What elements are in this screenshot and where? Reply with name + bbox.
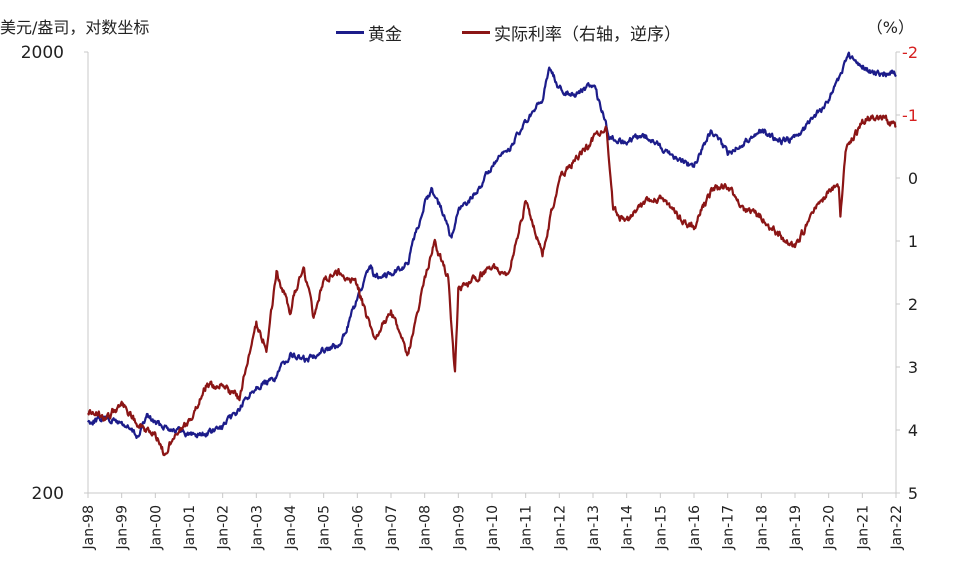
legend-label-gold: 黄金 [368, 25, 402, 45]
x-tick-label: Jan-17 [721, 505, 737, 550]
right-tick-label: 0 [908, 169, 918, 188]
x-tick-label: Jan-22 [889, 505, 905, 550]
x-tick-label: Jan-04 [283, 505, 299, 551]
x-tick-label: Jan-05 [317, 505, 333, 550]
right-tick-label: 5 [908, 484, 918, 503]
left-tick-label: 2000 [21, 43, 64, 63]
legend-swatch-real-rate [462, 31, 490, 34]
right-tick-label: -1 [902, 106, 918, 125]
x-tick-label: Jan-21 [855, 505, 871, 550]
x-tick-label: Jan-06 [350, 505, 366, 551]
x-tick-label: Jan-11 [519, 505, 535, 550]
x-tick-label: Jan-14 [620, 505, 636, 551]
x-tick-label: Jan-19 [788, 505, 804, 550]
x-tick-label: Jan-00 [148, 505, 164, 550]
legend-swatch-gold [336, 31, 364, 34]
x-tick-label: Jan-12 [552, 505, 568, 550]
right-tick-label: 4 [908, 421, 918, 440]
x-tick-label: Jan-20 [822, 505, 838, 550]
legend-label-real-rate: 实际利率（右轴，逆序） [494, 25, 681, 45]
x-tick-label: Jan-09 [451, 505, 467, 550]
x-tick-label: Jan-15 [653, 505, 669, 550]
x-tick-label: Jan-13 [586, 505, 602, 550]
right-tick-label: 3 [908, 358, 918, 377]
right-axis-unit: （%） [866, 18, 914, 37]
legend-item-real-rate: 实际利率（右轴，逆序） [462, 20, 681, 45]
x-tick-label: Jan-16 [687, 505, 703, 551]
gold-price-line [87, 51, 897, 439]
right-tick-label: -2 [902, 43, 918, 62]
right-tick-label: 2 [908, 295, 918, 314]
left-axis-title: 美元/盎司，对数坐标 [0, 18, 150, 37]
legend: 黄金 实际利率（右轴，逆序） [336, 20, 741, 45]
right-tick-label: 1 [908, 232, 918, 251]
x-tick-label: Jan-01 [182, 505, 198, 550]
x-tick-label: Jan-18 [754, 505, 770, 550]
x-tick-label: Jan-02 [216, 505, 232, 550]
x-tick-label: Jan-10 [485, 505, 501, 550]
x-tick-label: Jan-07 [384, 505, 400, 550]
left-tick-label: 200 [32, 484, 64, 504]
x-tick-label: Jan-99 [115, 505, 131, 550]
x-tick-label: Jan-98 [81, 505, 97, 550]
x-tick-label: Jan-08 [418, 505, 434, 550]
legend-item-gold: 黄金 [336, 20, 402, 45]
x-tick-label: Jan-03 [249, 505, 265, 550]
real-rate-line [87, 114, 897, 457]
